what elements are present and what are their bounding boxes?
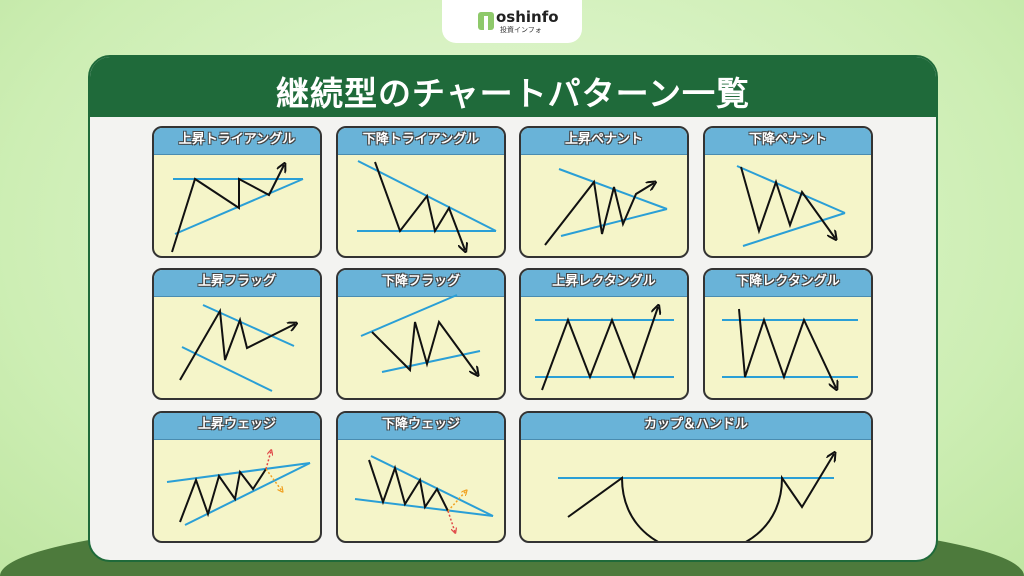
price-line xyxy=(371,319,477,374)
logo-text: oshinfo xyxy=(496,8,559,26)
card-title: 下降ウェッジ xyxy=(381,417,460,432)
pattern-card: 下降フラッグ xyxy=(336,268,506,400)
trend-line xyxy=(360,294,458,337)
price-line xyxy=(171,165,284,253)
price-line xyxy=(738,308,836,388)
price-line xyxy=(374,161,465,250)
price-line xyxy=(541,307,658,391)
breakout-arrow xyxy=(447,510,455,532)
pattern-card: 下降トライアングル xyxy=(336,126,506,258)
pattern-card: 上昇レクタングル xyxy=(519,268,689,400)
pattern-card: 上昇トライアングル xyxy=(152,126,322,258)
card-title: 上昇トライアングル xyxy=(178,132,296,147)
pattern-card: 上昇フラッグ xyxy=(152,268,322,400)
trend-line xyxy=(166,462,311,483)
pattern-diagram xyxy=(357,160,497,258)
trend-line xyxy=(202,304,295,347)
price-line xyxy=(179,307,295,381)
price-line xyxy=(368,459,449,512)
pattern-diagram xyxy=(166,413,311,526)
card-title: 下降フラッグ xyxy=(381,274,460,289)
pattern-card: カップ＆ハンドル xyxy=(519,411,873,543)
card-title: 上昇フラッグ xyxy=(197,274,276,289)
pattern-diagram xyxy=(360,294,481,400)
card-title: 上昇レクタングル xyxy=(552,274,656,289)
card-title: 下降ペナント xyxy=(748,132,827,147)
pattern-diagram xyxy=(535,270,674,391)
card-header: 上昇レクタングル xyxy=(521,270,687,297)
panel-header: 継続型のチャートパターン一覧 xyxy=(90,57,936,117)
card-title: 上昇ペナント xyxy=(564,132,643,147)
card-title: 下降レクタングル xyxy=(736,274,840,289)
trend-line xyxy=(370,455,494,517)
pattern-card: 下降レクタングル xyxy=(703,268,873,400)
logo-mark-icon xyxy=(478,12,494,30)
trend-line xyxy=(354,498,494,517)
pattern-card: 下降ウェッジ xyxy=(336,411,506,543)
trend-line xyxy=(381,350,481,373)
card-title: カップ＆ハンドル xyxy=(643,417,748,432)
card-header: 下降レクタングル xyxy=(705,270,871,297)
card-header: 上昇ウェッジ xyxy=(154,413,320,440)
pattern-card: 上昇ウェッジ xyxy=(152,411,322,543)
breakout-arrow xyxy=(447,491,466,512)
card-header: 下降フラッグ xyxy=(338,270,504,297)
pattern-diagram xyxy=(736,165,846,247)
pattern-diagram xyxy=(354,455,494,543)
card-header: 上昇ペナント xyxy=(521,128,687,155)
pattern-card: 上昇ペナント xyxy=(519,126,689,258)
pattern-diagram xyxy=(722,308,858,400)
card-header: 下降ウェッジ xyxy=(338,413,504,440)
breakout-arrow xyxy=(265,451,271,470)
card-header: 下降ペナント xyxy=(705,128,871,155)
price-line xyxy=(740,166,835,238)
card-header: 上昇フラッグ xyxy=(154,270,320,297)
pattern-diagram xyxy=(171,128,304,253)
logo-subtitle: 投資インフォ xyxy=(500,26,542,34)
pattern-diagram xyxy=(544,168,668,246)
page-title: 継続型のチャートパターン一覧 xyxy=(275,74,751,113)
card-header: 下降トライアングル xyxy=(338,128,504,155)
trend-line xyxy=(181,346,273,392)
trend-line xyxy=(736,165,846,214)
pattern-card: 下降ペナント xyxy=(703,126,873,258)
trend-line xyxy=(184,462,311,526)
card-title: 上昇ウェッジ xyxy=(197,417,276,432)
card-header: 上昇トライアングル xyxy=(154,128,320,155)
trend-line xyxy=(742,212,846,247)
price-line xyxy=(179,468,267,523)
pattern-diagram xyxy=(558,413,873,541)
card-title: 下降トライアングル xyxy=(362,132,480,147)
logo[interactable]: oshinfo 投資インフォ xyxy=(442,0,582,43)
price-line xyxy=(544,179,654,246)
card-header: カップ＆ハンドル xyxy=(521,413,871,440)
pattern-diagram xyxy=(179,304,322,392)
price-line xyxy=(567,454,834,541)
breakout-arrow xyxy=(265,468,282,491)
trend-line xyxy=(560,208,668,237)
